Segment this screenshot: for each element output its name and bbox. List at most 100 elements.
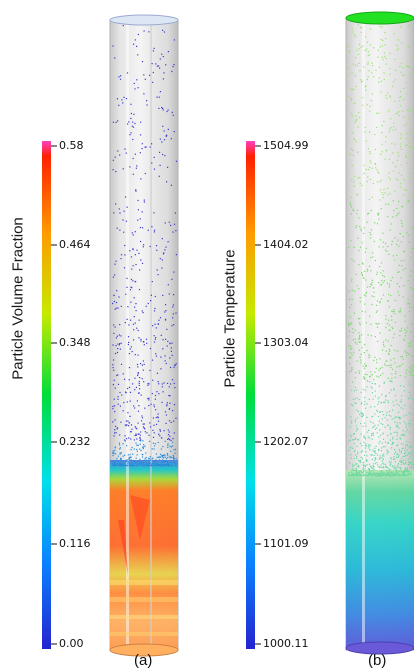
particle-dot xyxy=(117,307,119,309)
particle-dot xyxy=(172,231,174,233)
particle-dot xyxy=(381,460,383,462)
particle-dot xyxy=(114,464,116,466)
particle-dot xyxy=(357,24,359,26)
colorbar-a xyxy=(42,141,51,649)
particle-dot xyxy=(376,310,378,312)
particle-dot xyxy=(400,174,403,176)
particle-dot xyxy=(114,352,117,355)
particle-dot xyxy=(130,424,133,426)
particle-dot xyxy=(126,286,128,288)
particle-dot xyxy=(391,471,393,473)
particle-dot xyxy=(155,353,157,355)
particle-dot xyxy=(383,78,385,81)
particle-dot xyxy=(371,467,373,469)
particle-dot xyxy=(117,348,119,350)
particle-dot xyxy=(395,113,397,115)
particle-dot xyxy=(132,323,135,325)
particle-dot xyxy=(411,369,413,371)
particle-dot xyxy=(368,429,370,431)
particle-dot xyxy=(162,78,164,80)
particle-dot xyxy=(155,459,157,461)
particle-dot xyxy=(156,65,158,67)
particle-dot xyxy=(352,332,354,334)
particle-dot xyxy=(153,231,155,233)
particle-dot xyxy=(391,418,393,420)
particle-dot xyxy=(379,458,381,460)
particle-dot xyxy=(382,414,385,416)
particle-dot xyxy=(380,473,382,475)
particle-dot xyxy=(367,148,369,150)
particle-dot xyxy=(407,429,409,431)
particle-dot xyxy=(137,209,139,211)
colorbar-a-tick: 0.464 xyxy=(59,238,91,251)
particle-dot xyxy=(159,317,162,319)
particle-dot xyxy=(169,395,171,397)
particle-dot xyxy=(352,208,354,211)
particle-dot xyxy=(400,164,402,166)
particle-dot xyxy=(140,439,142,441)
particle-dot xyxy=(385,326,387,329)
particle-dot xyxy=(371,196,373,198)
particle-dot xyxy=(166,405,168,407)
particle-dot xyxy=(156,391,158,393)
particle-dot xyxy=(393,417,395,419)
particle-dot xyxy=(122,25,124,27)
particle-dot xyxy=(376,300,379,302)
particle-dot xyxy=(168,386,170,388)
particle-dot xyxy=(382,39,384,41)
particle-dot xyxy=(362,462,364,464)
particle-dot xyxy=(128,121,130,123)
particle-dot xyxy=(403,259,405,261)
particle-dot xyxy=(348,449,350,451)
particle-dot xyxy=(381,418,383,420)
particle-dot xyxy=(370,237,372,239)
particle-dot xyxy=(169,445,171,447)
particle-dot xyxy=(168,408,171,410)
particle-dot xyxy=(137,374,139,377)
particle-dot xyxy=(368,354,370,356)
particle-dot xyxy=(400,452,402,454)
particle-dot xyxy=(406,232,408,234)
particle-dot xyxy=(381,466,383,469)
particle-dot xyxy=(391,240,393,243)
particle-dot xyxy=(129,415,131,417)
particle-dot xyxy=(143,199,145,201)
particle-dot xyxy=(354,338,356,340)
particle-dot xyxy=(408,343,410,345)
particle-dot xyxy=(147,459,150,461)
particle-dot xyxy=(388,473,390,475)
particle-dot xyxy=(381,393,383,396)
particle-dot xyxy=(385,414,388,416)
particle-dot xyxy=(130,132,132,134)
particle-dot xyxy=(387,434,389,436)
particle-dot xyxy=(143,30,145,32)
particle-dot xyxy=(387,472,389,474)
colorbar-a-tick: 0.232 xyxy=(59,435,91,448)
particle-dot xyxy=(382,197,384,199)
particle-dot xyxy=(384,426,386,428)
particle-dot xyxy=(154,398,156,400)
particle-dot xyxy=(398,294,400,296)
particle-dot xyxy=(389,380,391,382)
particle-dot xyxy=(389,350,391,352)
particle-dot xyxy=(353,138,355,140)
particle-dot xyxy=(369,355,371,357)
particle-dot xyxy=(364,422,366,424)
particle-dot xyxy=(142,423,144,425)
particle-dot xyxy=(398,449,400,451)
riser-cylinder-a xyxy=(109,14,179,657)
particle-dot xyxy=(404,445,407,447)
particle-dot xyxy=(398,264,400,266)
particle-dot xyxy=(394,128,397,131)
particle-dot xyxy=(357,177,359,179)
particle-dot xyxy=(359,336,361,338)
particle-dot xyxy=(356,285,358,287)
particle-dot xyxy=(128,456,130,458)
particle-dot xyxy=(113,464,115,466)
particle-dot xyxy=(120,258,122,260)
particle-dot xyxy=(403,456,405,458)
particle-dot xyxy=(175,254,177,256)
particle-dot xyxy=(392,471,395,473)
particle-dot xyxy=(119,444,121,446)
particle-dot xyxy=(364,86,366,88)
